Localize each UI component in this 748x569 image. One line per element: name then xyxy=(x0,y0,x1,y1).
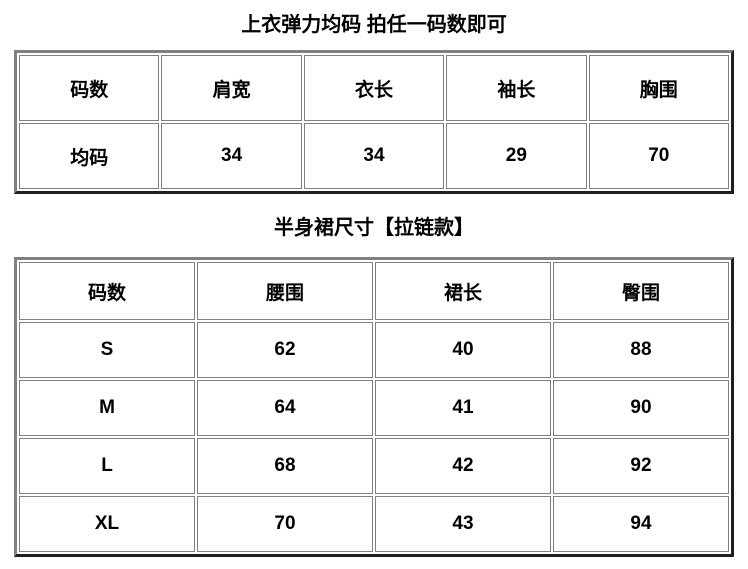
table-cell-value: 94 xyxy=(553,496,729,552)
top-size-table: 码数 肩宽 衣长 袖长 胸围 均码 34 34 29 70 xyxy=(14,50,734,194)
column-header-shoulder: 肩宽 xyxy=(161,55,302,121)
table-row-s: S 62 40 88 xyxy=(19,322,729,378)
column-header-hip: 臀围 xyxy=(553,262,729,320)
column-header-sleeve: 袖长 xyxy=(446,55,587,121)
table-cell-value: 88 xyxy=(553,322,729,378)
table-cell-value: 40 xyxy=(375,322,551,378)
skirt-size-table: 码数 腰围 裙长 臀围 S 62 40 88 M 64 41 90 L 68 4… xyxy=(14,257,734,557)
column-header-size: 码数 xyxy=(19,55,160,121)
table-cell-value: 43 xyxy=(375,496,551,552)
table-header-row: 码数 腰围 裙长 臀围 xyxy=(19,262,729,320)
table-cell-value: 70 xyxy=(197,496,373,552)
table-row-l: L 68 42 92 xyxy=(19,438,729,494)
table-cell-size: XL xyxy=(19,496,195,552)
table-cell-size: 均码 xyxy=(19,123,160,189)
table-cell-size: M xyxy=(19,380,195,436)
table-header-row: 码数 肩宽 衣长 袖长 胸围 xyxy=(19,55,729,121)
table-cell-value: 92 xyxy=(553,438,729,494)
column-header-size: 码数 xyxy=(19,262,195,320)
top-size-chart-title: 上衣弹力均码 拍任一码数即可 xyxy=(241,14,507,36)
column-header-waist: 腰围 xyxy=(197,262,373,320)
table-row-xl: XL 70 43 94 xyxy=(19,496,729,552)
table-row: 均码 34 34 29 70 xyxy=(19,123,729,189)
table-cell-value: 34 xyxy=(161,123,302,189)
table-cell-size: L xyxy=(19,438,195,494)
table-cell-value: 64 xyxy=(197,380,373,436)
table-cell-value: 90 xyxy=(553,380,729,436)
table-row-m: M 64 41 90 xyxy=(19,380,729,436)
table-cell-value: 41 xyxy=(375,380,551,436)
skirt-size-chart-title: 半身裙尺寸【拉链款】 xyxy=(274,217,474,239)
table-cell-value: 29 xyxy=(446,123,587,189)
table-cell-value: 62 xyxy=(197,322,373,378)
table-cell-value: 70 xyxy=(588,123,729,189)
table-cell-size: S xyxy=(19,322,195,378)
column-header-skirt-length: 裙长 xyxy=(375,262,551,320)
table-cell-value: 34 xyxy=(303,123,445,189)
column-header-length: 衣长 xyxy=(303,55,445,121)
table-cell-value: 68 xyxy=(197,438,373,494)
column-header-bust: 胸围 xyxy=(588,55,729,121)
table-cell-value: 42 xyxy=(375,438,551,494)
